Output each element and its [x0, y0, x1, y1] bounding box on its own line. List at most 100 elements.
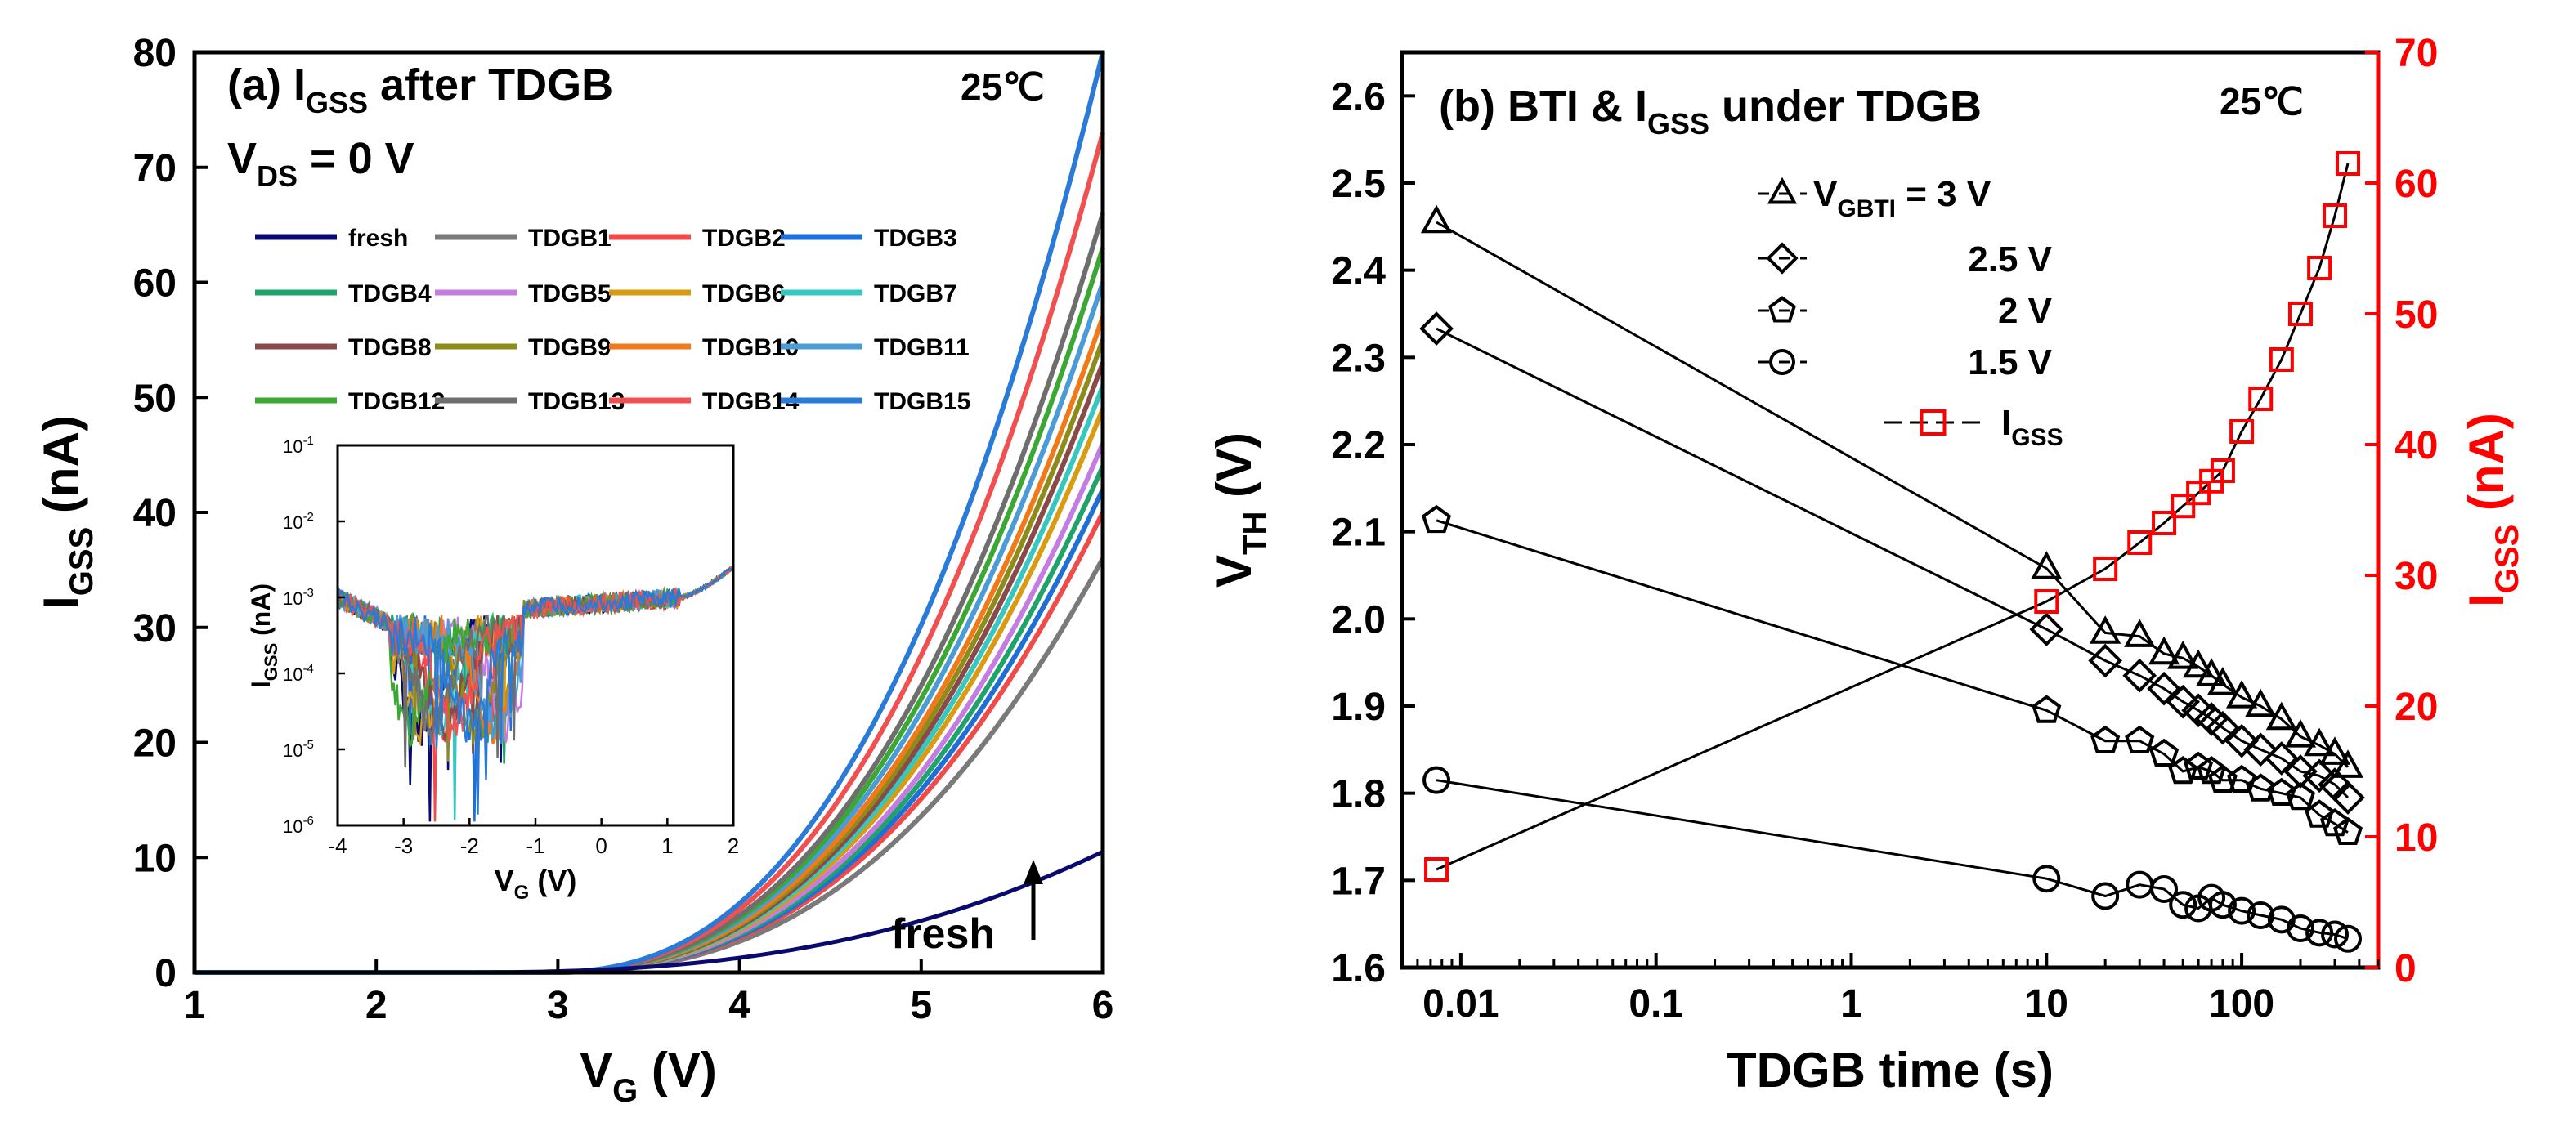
marker-vgbti-1-5-v [2228, 896, 2256, 925]
marker-vgbti-1-5-v [2032, 865, 2061, 893]
marker-igss [2248, 387, 2274, 411]
marker-igss [2287, 302, 2313, 326]
arrow-icon [1024, 860, 1043, 940]
legend-marker-circle [1769, 349, 1795, 375]
y-tick-label: 2.5 [1331, 163, 1386, 206]
curve-tdgb3 [195, 488, 1105, 975]
legend-label-tdgb9: TDGB9 [528, 334, 612, 361]
marker-vgbti-3-v [2332, 749, 2364, 778]
marker-vgbti-2-5-v [2147, 671, 2181, 706]
marker-igss [2171, 494, 2196, 519]
panel-b-markers [1419, 151, 2365, 953]
marker-vgbti-1-5-v [2091, 882, 2120, 910]
inset-x-tick-label: -4 [328, 834, 347, 858]
marker-vgbti-3-v [2183, 649, 2215, 678]
panel-a-title: (a) IGSS after TDGB [227, 60, 613, 119]
marker-vgbti-2-v [2285, 782, 2316, 811]
x-tick-label: 1 [1840, 982, 1862, 1026]
y-tick-label: 30 [133, 607, 177, 650]
marker-vgbti-3-v [2265, 701, 2297, 731]
y2-tick-label: 40 [2395, 424, 2438, 467]
x-tick-label: 5 [910, 984, 932, 1027]
marker-vgbti-1-5-v [2150, 875, 2179, 903]
marker-vgbti-2-v [2090, 725, 2121, 753]
marker-vgbti-1-5-v [2334, 924, 2363, 953]
y2-tick-label: 0 [2395, 947, 2417, 990]
x-tick-label: 0.01 [1422, 982, 1499, 1026]
legend-label-tdgb2: TDGB2 [702, 225, 786, 252]
marker-vgbti-3-v [2167, 640, 2199, 669]
marker-vgbti-3-v [2284, 718, 2317, 748]
panel-b-legend: VGBTI = 3 V 2.5 V 2 V 1.5 V IGSS [1758, 174, 2063, 451]
panel-b-x-label: TDGB time (s) [1727, 1043, 2054, 1097]
inset-x-tick-label: -3 [394, 834, 413, 858]
curve-tdgb4 [195, 465, 1105, 975]
y-tick-label: 2.4 [1331, 250, 1386, 293]
inset-y-tick-label: 10-5 [283, 738, 314, 761]
panel-b-temperature: 25℃ [2220, 80, 2304, 123]
marker-igss [2336, 151, 2361, 176]
marker-igss [2127, 530, 2153, 555]
inset-y-tick-label: 10-3 [283, 586, 314, 609]
panel-a-condition: VDS = 0 V [227, 134, 414, 193]
inset-x-tick-label: 0 [595, 834, 607, 858]
marker-vgbti-2-5-v [2206, 710, 2240, 745]
marker-igss [2210, 458, 2235, 483]
marker-igss [2307, 256, 2332, 280]
curve-tdgb11 [195, 281, 1105, 975]
panel-a-y-axis: 0 10 20 30 40 50 60 70 80 [133, 32, 208, 995]
inset-y-tick-label: 10-6 [283, 814, 314, 837]
panel-a-temperature: 25℃ [961, 65, 1045, 108]
marker-vgbti-2-v [2032, 695, 2062, 723]
marker-igss [2152, 511, 2177, 535]
panel-b-title: (b) BTI & IGSS under TDGB [1439, 82, 1982, 141]
marker-vgbti-2-v [2319, 808, 2350, 837]
marker-vgbti-2-5-v [2264, 741, 2299, 776]
curve-tdgb10 [195, 315, 1105, 975]
legend-label-tdgb15: TDGB15 [874, 388, 970, 415]
marker-vgbti-2-5-v [2088, 643, 2123, 678]
y2-tick-label: 60 [2395, 163, 2438, 206]
legend-label-igss: IGSS [2001, 403, 2063, 451]
panel-b-y-axis: 1.6 1.7 1.8 1.9 2.0 2.1 2.2 2.3 2.4 2.5 2.6 [1331, 75, 1415, 990]
marker-vgbti-2-v [2332, 816, 2363, 845]
line-igss [1436, 163, 2350, 871]
marker-igss [1424, 857, 1449, 882]
marker-vgbti-2-5-v [2302, 758, 2336, 793]
y2-tick-label: 50 [2395, 293, 2438, 337]
marker-vgbti-1-5-v [1422, 766, 1451, 794]
inset-x-tick-label: -1 [526, 834, 544, 858]
marker-vgbti-1-5-v [2286, 914, 2314, 942]
marker-igss [2269, 347, 2294, 372]
panel-a-y-label: IGSS (nA) [34, 415, 100, 610]
inset-x-axis: -4 -3 -2 -1 0 1 2 [328, 818, 739, 858]
y-tick-label: 60 [133, 262, 177, 306]
y2-tick-label: 30 [2395, 555, 2438, 598]
line-vgbti-2-5-v [1436, 327, 2350, 799]
y-tick-label: 70 [133, 147, 177, 190]
panel-b-x-axis: 0.01 0.1 1 10 100 [1400, 953, 2380, 1026]
y-tick-label: 0 [155, 952, 177, 995]
legend-marker-diamond [1766, 242, 1799, 275]
marker-vgbti-2-5-v [2166, 684, 2201, 719]
legend-label-tdgb1: TDGB1 [528, 225, 612, 252]
x-tick-label: 0.1 [1628, 982, 1683, 1026]
y-tick-label: 1.6 [1331, 947, 1386, 990]
y-tick-label: 2.3 [1331, 337, 1386, 380]
line-vgbti-1-5-v [1436, 779, 2349, 941]
y-tick-label: 1.8 [1331, 773, 1386, 816]
curve-tdgb5 [195, 442, 1105, 975]
marker-igss [2229, 419, 2255, 444]
marker-vgbti-2-5-v [2224, 723, 2259, 758]
marker-vgbti-2-v [2149, 738, 2180, 767]
marker-igss [2323, 203, 2348, 228]
legend-label-tdgb3: TDGB3 [874, 225, 957, 252]
marker-vgbti-3-v [2225, 679, 2258, 709]
marker-vgbti-2-v [2246, 773, 2276, 802]
marker-igss [2093, 557, 2118, 581]
marker-vgbti-2-5-v [2243, 732, 2278, 767]
marker-vgbti-2-5-v [2283, 754, 2318, 789]
legend-label-3v: VGBTI = 3 V [1813, 174, 1991, 222]
legend-label-tdgb7: TDGB7 [874, 280, 957, 307]
